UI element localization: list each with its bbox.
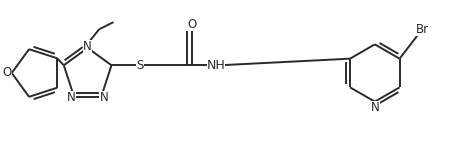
Text: S: S <box>136 59 144 72</box>
Text: N: N <box>83 40 92 53</box>
Text: N: N <box>99 91 108 104</box>
Text: O: O <box>187 18 196 31</box>
Text: O: O <box>3 66 12 80</box>
Text: N: N <box>67 91 76 104</box>
Text: Br: Br <box>415 23 428 36</box>
Text: NH: NH <box>206 59 225 72</box>
Text: N: N <box>370 101 379 114</box>
